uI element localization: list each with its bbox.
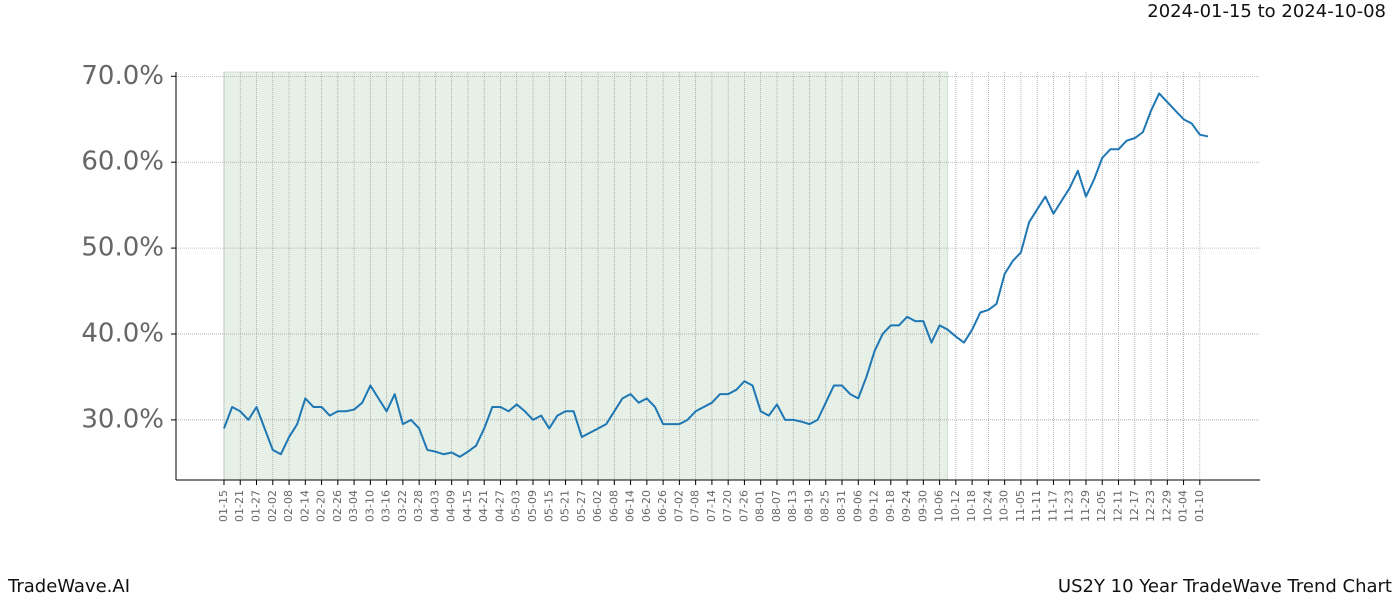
x-tick-label: 01-10 bbox=[1193, 490, 1206, 522]
chart-title: US2Y 10 Year TradeWave Trend Chart bbox=[1058, 576, 1392, 597]
y-tick-label: 60.0% bbox=[81, 147, 164, 177]
x-tick-label: 07-02 bbox=[672, 490, 685, 522]
x-tick-label: 05-15 bbox=[542, 490, 555, 522]
x-tick-label: 02-20 bbox=[315, 490, 328, 522]
x-tick-label: 08-19 bbox=[802, 490, 815, 522]
x-tick-label: 03-28 bbox=[412, 490, 425, 522]
x-tick-label: 02-26 bbox=[331, 490, 344, 522]
x-tick-label: 07-20 bbox=[721, 490, 734, 522]
x-tick-label: 04-09 bbox=[445, 490, 458, 522]
x-tick-label: 10-12 bbox=[949, 490, 962, 522]
x-tick-label: 06-20 bbox=[640, 490, 653, 522]
trend-line bbox=[223, 92, 1209, 458]
x-tick-label: 08-31 bbox=[835, 490, 848, 522]
brand: TradeWave.AI bbox=[7, 576, 130, 597]
x-tick-label: 05-09 bbox=[526, 490, 539, 522]
highlight-region bbox=[223, 71, 949, 481]
x-tick-label: 01-27 bbox=[250, 490, 263, 522]
x-tick-label: 12-11 bbox=[1112, 490, 1125, 522]
x-tick-label: 07-26 bbox=[737, 490, 750, 522]
x-tick-label: 02-02 bbox=[266, 490, 279, 522]
x-tick-label: 10-18 bbox=[965, 490, 978, 522]
x-tick-label: 06-14 bbox=[624, 490, 637, 522]
x-tick-label: 05-21 bbox=[559, 490, 572, 522]
x-tick-label: 01-15 bbox=[217, 490, 230, 522]
x-tick-label: 05-03 bbox=[510, 490, 523, 522]
x-tick-label: 08-13 bbox=[786, 490, 799, 522]
x-tick-label: 02-14 bbox=[298, 490, 311, 522]
x-tick-label: 06-02 bbox=[591, 490, 604, 522]
x-tick-label: 12-17 bbox=[1128, 490, 1141, 522]
x-tick-label: 05-27 bbox=[575, 490, 588, 522]
x-tick-label: 11-23 bbox=[1063, 490, 1076, 522]
x-tick-label: 12-05 bbox=[1095, 490, 1108, 522]
x-tick-label: 01-21 bbox=[233, 490, 246, 522]
x-tick-label: 12-29 bbox=[1160, 490, 1173, 522]
x-tick-label: 10-24 bbox=[981, 490, 994, 522]
x-tick-label: 01-04 bbox=[1177, 490, 1190, 522]
date-range: 2024-01-15 to 2024-10-08 bbox=[1147, 1, 1386, 22]
x-tick-label: 11-17 bbox=[1046, 490, 1059, 522]
x-tick-label: 08-01 bbox=[754, 490, 767, 522]
y-tick-label: 70.0% bbox=[81, 61, 164, 91]
x-tick-label: 07-14 bbox=[705, 490, 718, 522]
x-tick-label: 04-03 bbox=[428, 490, 441, 522]
x-tick-label: 03-04 bbox=[347, 490, 360, 522]
x-tick-label: 08-25 bbox=[819, 490, 832, 522]
x-tick-label: 04-21 bbox=[477, 490, 490, 522]
x-tick-label: 11-29 bbox=[1079, 490, 1092, 522]
y-tick-label: 30.0% bbox=[81, 404, 164, 434]
x-tick-label: 09-12 bbox=[868, 490, 881, 522]
x-tick-label: 03-10 bbox=[363, 490, 376, 522]
x-tick-label: 04-27 bbox=[493, 490, 506, 522]
x-tick-label: 03-16 bbox=[380, 490, 393, 522]
x-tick-label: 06-26 bbox=[656, 490, 669, 522]
x-tick-label: 11-05 bbox=[1014, 490, 1027, 522]
x-tick-label: 09-30 bbox=[916, 490, 929, 522]
x-tick-label: 03-22 bbox=[396, 490, 409, 522]
x-tick-label: 11-11 bbox=[1030, 490, 1043, 522]
x-tick-label: 07-08 bbox=[689, 490, 702, 522]
x-tick-label: 08-07 bbox=[770, 490, 783, 522]
x-tick-label: 02-08 bbox=[282, 490, 295, 522]
x-tick-label: 09-18 bbox=[884, 490, 897, 522]
y-tick-label: 40.0% bbox=[81, 318, 164, 348]
x-tick-label: 04-15 bbox=[461, 490, 474, 522]
y-tick-label: 50.0% bbox=[81, 233, 164, 263]
x-tick-label: 09-06 bbox=[851, 490, 864, 522]
x-tick-label: 10-06 bbox=[933, 490, 946, 522]
x-tick-label: 10-30 bbox=[998, 490, 1011, 522]
x-tick-label: 12-23 bbox=[1144, 490, 1157, 522]
x-tick-label: 06-08 bbox=[607, 490, 620, 522]
x-tick-label: 09-24 bbox=[900, 490, 913, 522]
